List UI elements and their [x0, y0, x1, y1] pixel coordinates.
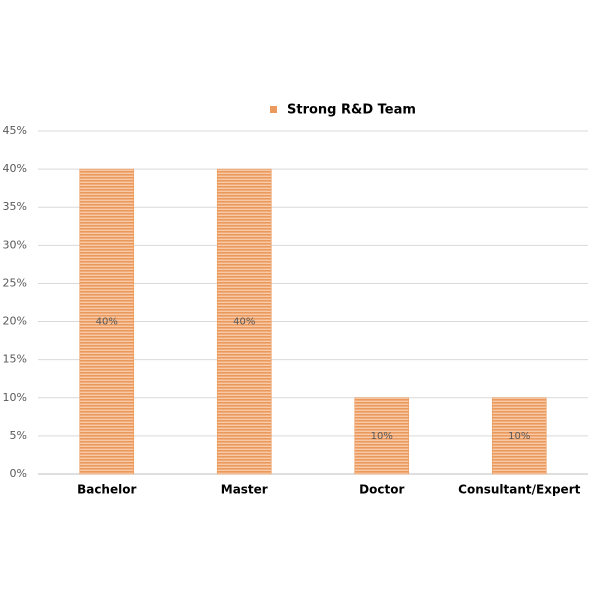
bar	[216, 168, 272, 475]
y-tick-label: 10%	[3, 391, 27, 404]
value-label: 40%	[233, 317, 255, 328]
y-tick-label: 45%	[3, 124, 27, 137]
bar	[354, 397, 410, 475]
y-tick-label: 20%	[3, 315, 27, 328]
x-tick-label: Bachelor	[77, 483, 136, 497]
x-tick-label: Master	[221, 483, 268, 497]
value-label: 40%	[96, 317, 118, 328]
y-tick-label: 30%	[3, 238, 27, 251]
y-tick-label: 25%	[3, 276, 27, 289]
x-tick-label: Doctor	[359, 483, 404, 497]
y-tick-label: 40%	[3, 162, 27, 175]
x-tick-label: Consultant/Expert	[458, 483, 580, 497]
value-label: 10%	[371, 431, 393, 442]
legend-label: Strong R&D Team	[287, 103, 416, 118]
y-tick-label: 15%	[3, 353, 27, 366]
bar	[79, 168, 135, 475]
legend-marker	[270, 106, 277, 113]
y-tick-label: 0%	[10, 467, 27, 480]
y-tick-label: 35%	[3, 200, 27, 213]
bar	[491, 397, 547, 475]
y-tick-label: 5%	[10, 429, 27, 442]
value-label: 10%	[508, 431, 530, 442]
